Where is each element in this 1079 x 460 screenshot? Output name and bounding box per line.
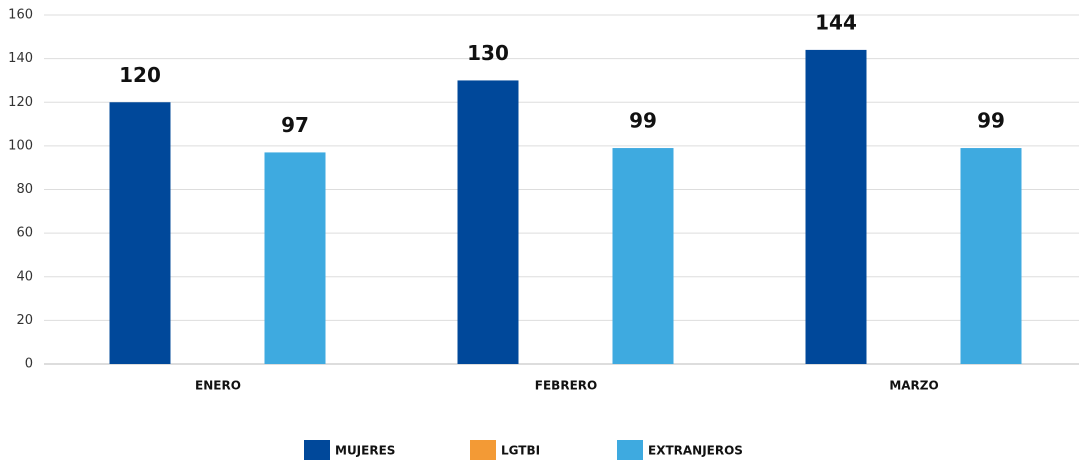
legend-swatch — [470, 440, 496, 460]
legend-swatch — [304, 440, 330, 460]
x-tick-label: MARZO — [889, 379, 938, 393]
value-label: 99 — [629, 109, 657, 133]
value-label: 144 — [815, 10, 857, 34]
y-tick-label: 80 — [16, 182, 33, 197]
y-tick-label: 120 — [8, 95, 33, 110]
y-tick-label: 140 — [8, 51, 33, 66]
bar — [264, 152, 326, 364]
y-tick-label: 0 — [25, 357, 33, 372]
value-label: 99 — [977, 109, 1005, 133]
bar — [457, 80, 519, 364]
bar — [109, 102, 171, 364]
x-tick-label: FEBRERO — [535, 379, 597, 393]
legend-label: LGTBI — [501, 444, 540, 458]
y-tick-label: 60 — [16, 226, 33, 241]
legend-label: MUJERES — [335, 444, 395, 458]
value-label: 130 — [467, 41, 509, 65]
value-label: 97 — [281, 113, 309, 137]
x-tick-label: ENERO — [195, 379, 241, 393]
bar — [805, 49, 867, 365]
y-tick-label: 40 — [16, 269, 33, 284]
y-tick-label: 100 — [8, 138, 33, 153]
bar — [960, 148, 1022, 364]
y-tick-label: 20 — [16, 313, 33, 328]
legend-label: EXTRANJEROS — [648, 444, 743, 458]
bar — [612, 148, 674, 364]
legend-swatch — [617, 440, 643, 460]
value-label: 120 — [119, 63, 161, 87]
y-tick-label: 160 — [8, 8, 33, 23]
